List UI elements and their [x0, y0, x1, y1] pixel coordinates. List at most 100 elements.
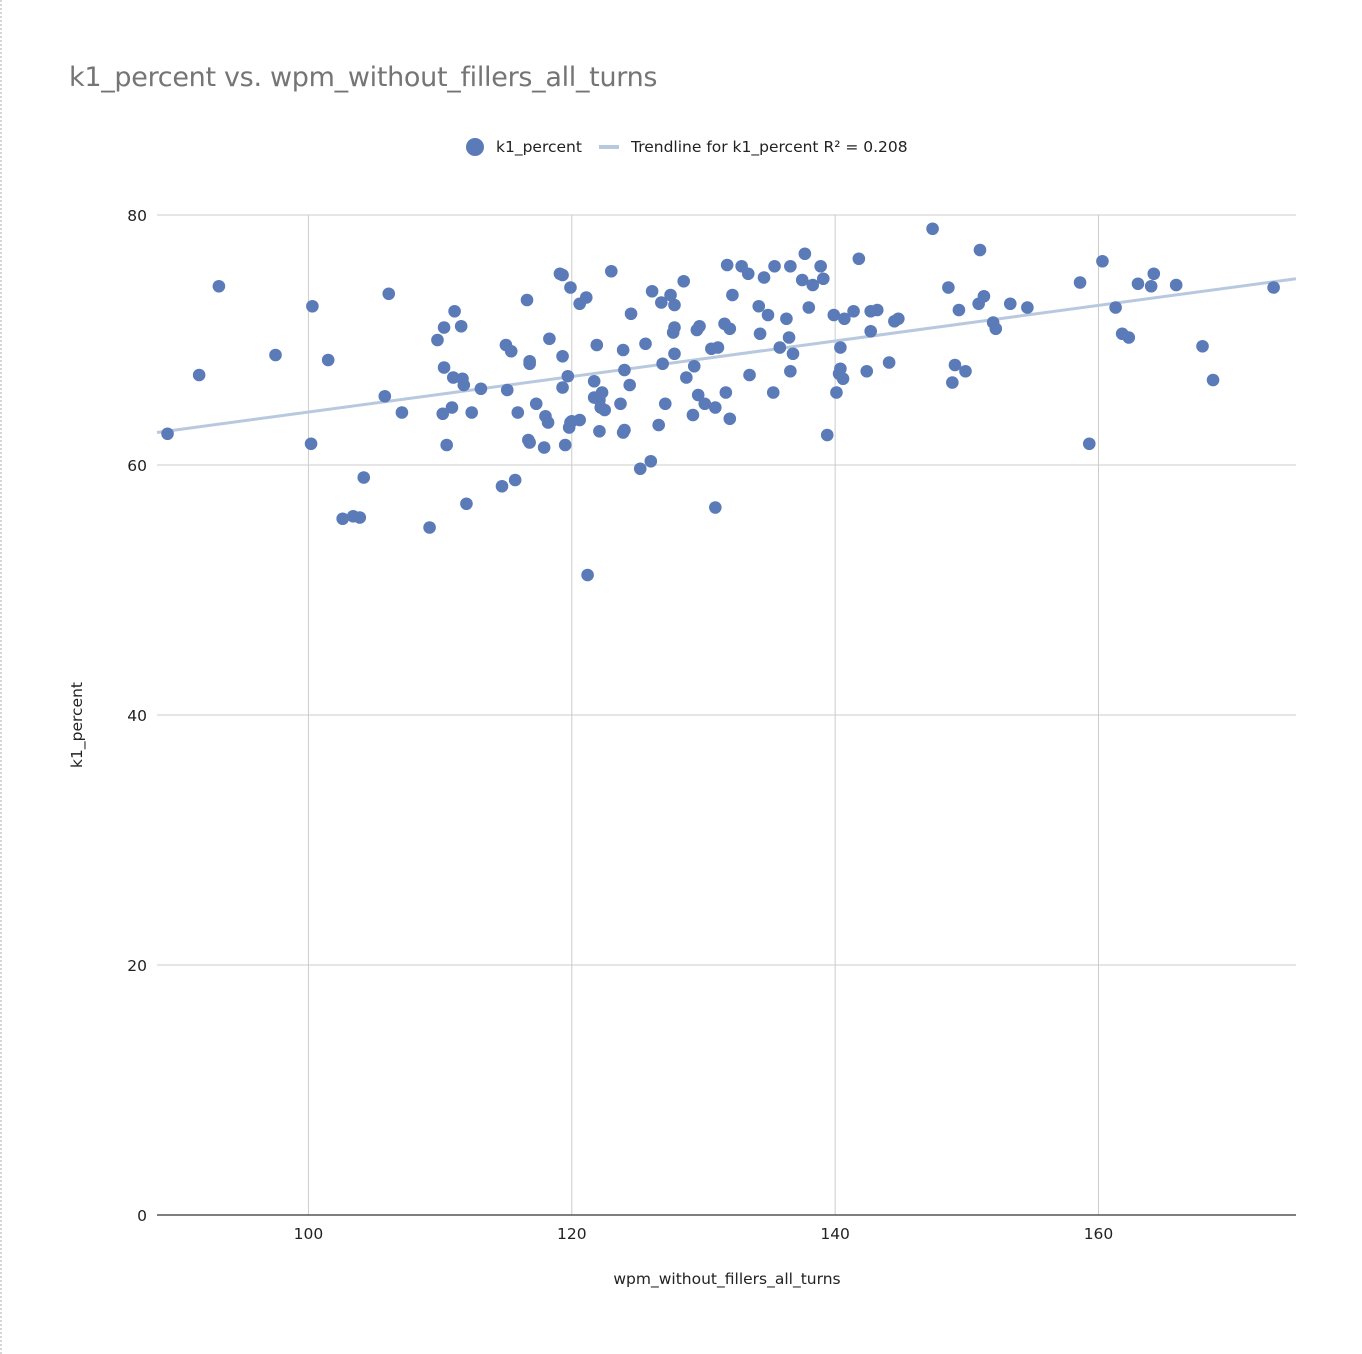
- data-point: [448, 304, 461, 318]
- data-point: [860, 364, 874, 378]
- data-point: [1147, 267, 1161, 281]
- data-point: [541, 416, 555, 429]
- data-point: [618, 363, 631, 377]
- data-point: [445, 401, 459, 414]
- data-point: [1122, 331, 1136, 344]
- data-point: [687, 359, 701, 373]
- data-point: [353, 511, 367, 524]
- data-point: [511, 406, 525, 419]
- x-tick-label: 100: [294, 1225, 324, 1243]
- y-tick-label: 20: [127, 957, 147, 975]
- data-point: [1206, 373, 1220, 387]
- y-tick-label: 60: [127, 457, 147, 475]
- data-point: [561, 369, 575, 383]
- data-point: [798, 247, 812, 261]
- data-point: [989, 322, 1003, 336]
- data-point: [523, 436, 536, 449]
- data-point: [698, 397, 712, 411]
- data-point: [766, 386, 780, 399]
- data-point: [624, 307, 638, 321]
- legend-item-trendline[interactable]: Trendline for k1_percent R² = 0.208: [599, 138, 908, 156]
- data-point: [782, 331, 796, 344]
- y-tick-label: 80: [127, 207, 147, 225]
- data-point: [652, 418, 665, 432]
- data-point: [952, 303, 966, 317]
- data-point: [614, 397, 627, 411]
- data-point: [460, 497, 473, 511]
- data-point: [752, 299, 766, 313]
- data-point: [802, 301, 816, 314]
- data-point: [556, 268, 569, 282]
- data-point: [437, 321, 451, 334]
- data-point: [677, 274, 691, 288]
- data-point: [830, 386, 843, 399]
- data-point: [431, 333, 444, 347]
- data-point: [382, 287, 396, 301]
- data-point: [784, 364, 797, 378]
- data-point: [161, 427, 174, 441]
- data-point: [753, 327, 767, 341]
- x-tick-label: 140: [820, 1225, 850, 1243]
- data-point: [838, 312, 851, 326]
- points-group: [161, 222, 1280, 582]
- data-point: [668, 298, 681, 312]
- data-point: [723, 412, 737, 426]
- data-point: [523, 357, 536, 371]
- data-point: [1144, 279, 1158, 293]
- chart-title: k1_percent vs. wpm_without_fillers_all_t…: [69, 62, 658, 93]
- legend-dot-icon: [466, 138, 484, 156]
- data-point: [598, 403, 611, 417]
- data-point: [436, 407, 450, 421]
- data-point: [465, 406, 479, 419]
- data-point: [977, 289, 991, 303]
- data-point: [633, 462, 647, 476]
- data-point: [495, 479, 509, 493]
- data-point: [768, 259, 781, 273]
- data-point: [590, 338, 604, 352]
- data-point: [1082, 437, 1096, 451]
- data-point: [664, 288, 677, 302]
- data-point: [500, 383, 514, 397]
- data-point: [504, 344, 518, 358]
- data-point: [269, 348, 282, 362]
- data-point: [892, 312, 905, 326]
- data-point: [655, 296, 668, 309]
- data-point: [709, 501, 722, 514]
- data-point: [693, 319, 706, 333]
- data-point: [834, 341, 847, 354]
- data-point: [656, 357, 669, 371]
- data-point: [743, 368, 756, 382]
- data-point: [1196, 339, 1209, 353]
- data-point: [926, 222, 939, 236]
- data-point: [558, 438, 572, 452]
- y-tick-label: 40: [127, 707, 147, 725]
- data-point: [581, 568, 594, 582]
- data-point: [604, 264, 618, 278]
- trendline: [156, 277, 1297, 434]
- data-point: [946, 376, 959, 389]
- data-point: [556, 381, 569, 394]
- data-point: [757, 271, 771, 284]
- tick-labels: 0 20 40 60 80 100 120 140 160: [127, 207, 1113, 1243]
- legend-item-points[interactable]: k1_percent: [466, 138, 582, 156]
- data-point: [1131, 277, 1145, 291]
- y-tick-label: 0: [137, 1207, 147, 1225]
- legend: k1_percent Trendline for k1_percent R² =…: [0, 138, 1362, 164]
- data-point: [1109, 301, 1122, 314]
- data-point: [1169, 278, 1183, 292]
- data-point: [1096, 254, 1109, 268]
- legend-line-icon: [599, 145, 619, 149]
- data-point: [780, 312, 793, 326]
- data-point: [639, 337, 652, 351]
- data-point: [321, 353, 335, 367]
- data-point: [786, 347, 800, 361]
- data-point: [543, 332, 556, 346]
- data-point: [948, 358, 962, 372]
- data-point: [595, 386, 609, 399]
- data-point: [864, 324, 877, 338]
- y-axis-title: k1_percent: [68, 682, 87, 768]
- data-point: [446, 371, 460, 384]
- data-point: [440, 438, 453, 452]
- x-axis-title: wpm_without_fillers_all_turns: [613, 1270, 840, 1289]
